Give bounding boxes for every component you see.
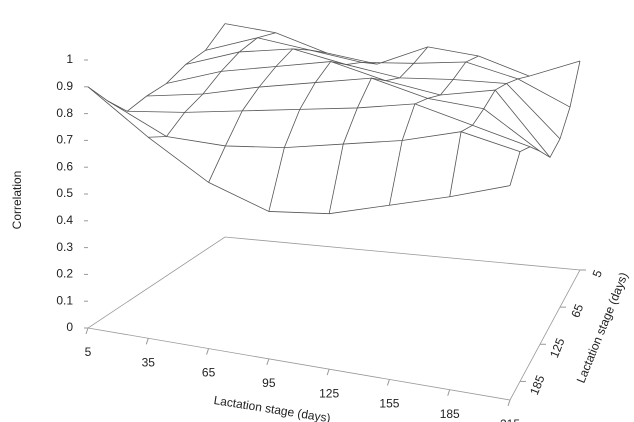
y-tick-label: 65 bbox=[568, 302, 586, 320]
z-tick-label: 0.8 bbox=[56, 106, 73, 120]
surface-column bbox=[87, 23, 226, 112]
x-tick-label: 65 bbox=[202, 366, 216, 380]
surface-column bbox=[328, 46, 429, 214]
surface-row bbox=[224, 23, 581, 77]
y-tick-label: 185 bbox=[527, 373, 548, 397]
x-tick bbox=[447, 389, 451, 396]
surface-column bbox=[148, 32, 276, 138]
z-axis-label: Correlation bbox=[10, 171, 24, 230]
surface-column bbox=[509, 60, 581, 186]
z-tick-label: 0 bbox=[66, 320, 73, 334]
surface-row bbox=[146, 77, 541, 152]
surface-column bbox=[208, 48, 327, 183]
x-tick-label: 215 bbox=[500, 417, 520, 422]
surface-row bbox=[87, 86, 511, 215]
x-tick bbox=[145, 338, 149, 345]
x-tick-label: 95 bbox=[262, 376, 276, 390]
surface-row bbox=[205, 37, 571, 108]
x-tick-label: 155 bbox=[379, 397, 399, 411]
surface-column bbox=[268, 61, 378, 212]
surface-column bbox=[449, 75, 530, 197]
x-tick bbox=[266, 358, 270, 366]
x-tick bbox=[206, 348, 210, 355]
z-tick-label: 0.3 bbox=[56, 240, 73, 254]
y-tick-label: 125 bbox=[547, 336, 568, 360]
x-tick bbox=[386, 379, 390, 386]
surface-row bbox=[166, 61, 551, 158]
z-tick-label: 0.7 bbox=[56, 133, 73, 147]
z-tick-label: 0.2 bbox=[56, 267, 73, 281]
surface-column bbox=[389, 55, 479, 206]
x-tick-label: 5 bbox=[85, 345, 92, 359]
surface-row bbox=[185, 48, 561, 140]
x-tick bbox=[507, 399, 511, 407]
z-tick-label: 0.9 bbox=[56, 79, 73, 93]
z-tick-label: 0.4 bbox=[56, 213, 73, 227]
surface-row bbox=[107, 100, 521, 153]
x-tick-label: 185 bbox=[440, 407, 460, 421]
y-tick-label: 5 bbox=[589, 268, 605, 280]
z-tick-label: 1 bbox=[66, 52, 73, 66]
x-tick bbox=[326, 368, 330, 376]
x-tick-label: 125 bbox=[319, 386, 339, 400]
z-tick-label: 0.5 bbox=[56, 186, 73, 200]
z-tick-label: 0.1 bbox=[56, 293, 73, 307]
surface-row bbox=[127, 103, 531, 148]
x-axis-label: Lactation stage (days) bbox=[213, 393, 332, 422]
y-axis-label: Lactation stage (days) bbox=[574, 270, 631, 385]
z-tick-label: 0.6 bbox=[56, 159, 73, 173]
x-tick bbox=[85, 327, 89, 335]
floor bbox=[86, 236, 581, 401]
x-tick-label: 35 bbox=[142, 355, 156, 369]
